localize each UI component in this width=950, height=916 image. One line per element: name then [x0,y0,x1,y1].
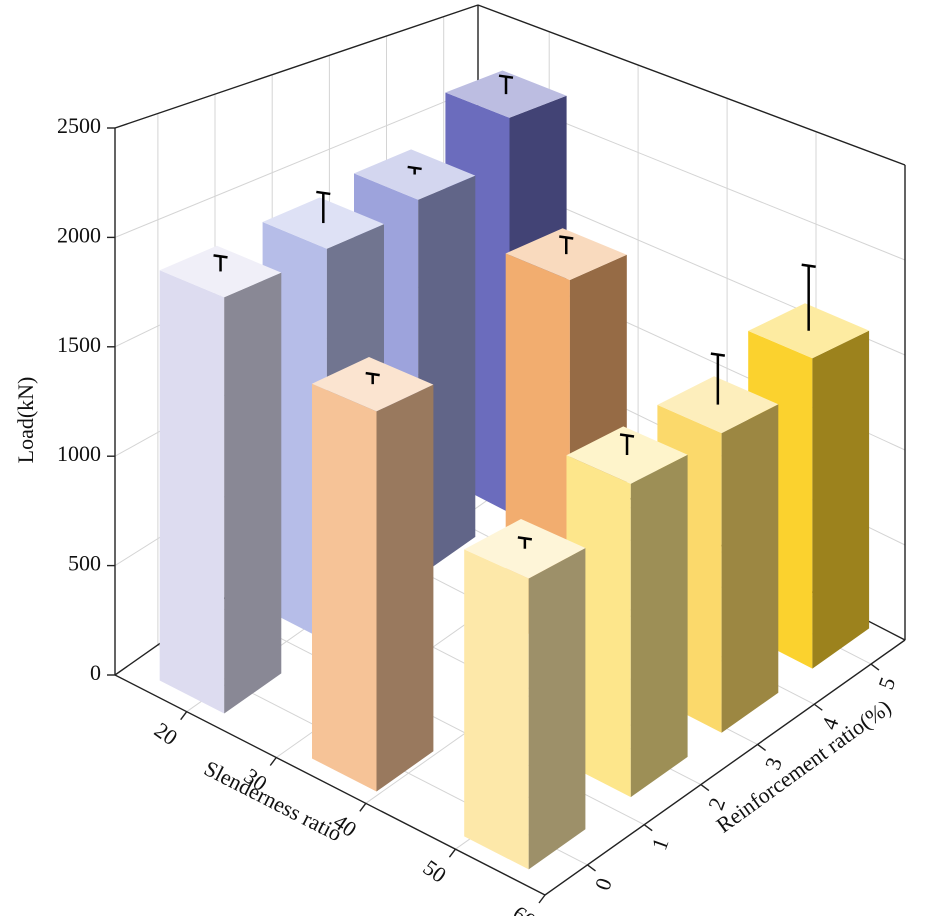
error-bar [559,235,574,255]
z-tick-label: 1500 [57,332,101,357]
x-axis-title: Slenderness ratio [200,755,346,846]
bar-front-face [312,383,377,792]
x-tick [269,757,277,766]
x-tick [180,711,188,721]
bar-front-face [464,549,529,870]
bar-front-face [159,270,225,714]
y-tick-label: 5 [873,674,900,693]
error-bar [619,433,635,456]
bar-top-face [657,376,779,434]
x-tick-label: 60 [508,900,540,916]
bar-top-face [312,357,434,412]
bar-top-face [159,245,282,298]
x-tick-label: 20 [150,717,182,750]
z-tick-label: 500 [68,551,101,576]
error-bar [316,190,331,224]
z-tick-label: 1000 [57,441,101,466]
axis-edge [114,4,479,129]
error-bar [498,74,514,95]
bar-top-face [566,426,688,484]
y-tick-label: 0 [590,875,617,894]
z-tick-label: 2000 [57,222,101,247]
error-bar [213,254,228,272]
error-bar [365,371,380,385]
bar-side-face [528,548,586,870]
error-bar [801,263,816,331]
bar-top-face [445,70,567,118]
error-bar [517,536,533,549]
bar-top-face [748,303,870,359]
axis-edge [544,639,906,896]
z-tick-label: 2500 [57,113,101,138]
y-tick [643,824,653,832]
y-tick-label: 3 [760,754,787,773]
y-tick [700,784,710,792]
y-tick-label: 4 [816,714,843,733]
y-tick [870,663,880,671]
bar-side-face [630,454,688,798]
y-tick-label: 1 [646,834,673,853]
bar-top-face [262,197,384,249]
error-bar [710,352,726,405]
x-tick [538,894,546,904]
y-tick-label: 2 [703,794,730,813]
z-tick-label: 0 [90,660,101,685]
x-tick [359,802,367,812]
x-tick-label: 50 [419,855,451,888]
bar-side-face [721,404,779,733]
bar-side-face [812,330,870,669]
bar-side-face [376,384,434,792]
bar-top-face [354,149,476,200]
error-bar [407,165,422,175]
bar-top-face [505,228,627,280]
y-tick [813,703,823,711]
x-tick [448,848,456,858]
y-tick [587,864,596,872]
bar-top-face [464,519,586,579]
y-tick [757,743,767,751]
axis-edge [477,4,906,166]
z-axis-title: Load(kN) [13,377,38,464]
bar-side-face [224,272,282,714]
